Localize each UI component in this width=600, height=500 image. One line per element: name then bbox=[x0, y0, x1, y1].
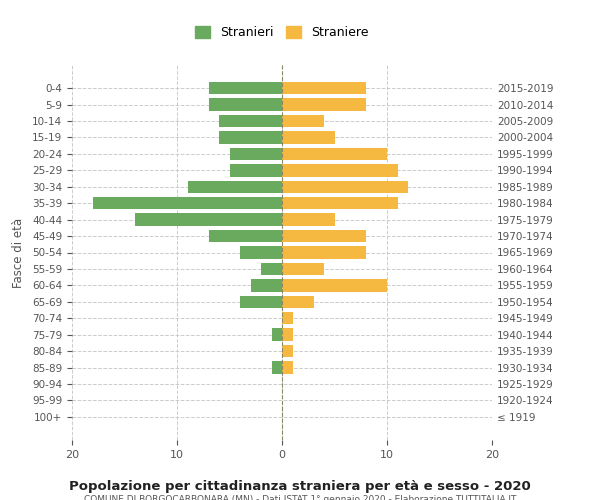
Bar bbox=[282, 132, 335, 143]
Bar bbox=[282, 296, 314, 308]
Bar bbox=[271, 362, 282, 374]
Bar bbox=[282, 312, 293, 324]
Bar bbox=[240, 296, 282, 308]
Bar bbox=[282, 214, 335, 226]
Bar bbox=[93, 197, 282, 209]
Bar bbox=[229, 148, 282, 160]
Bar bbox=[282, 328, 293, 341]
Bar bbox=[282, 246, 366, 258]
Bar bbox=[209, 82, 282, 94]
Bar bbox=[209, 230, 282, 242]
Bar bbox=[282, 345, 293, 357]
Bar bbox=[282, 148, 387, 160]
Bar bbox=[282, 362, 293, 374]
Legend: Stranieri, Straniere: Stranieri, Straniere bbox=[191, 22, 373, 43]
Bar bbox=[271, 328, 282, 341]
Bar bbox=[251, 279, 282, 291]
Bar bbox=[135, 214, 282, 226]
Bar bbox=[282, 279, 387, 291]
Bar bbox=[209, 98, 282, 111]
Bar bbox=[282, 82, 366, 94]
Bar bbox=[219, 115, 282, 127]
Bar bbox=[229, 164, 282, 176]
Bar bbox=[282, 115, 324, 127]
Bar bbox=[282, 263, 324, 275]
Bar bbox=[282, 230, 366, 242]
Bar bbox=[282, 164, 398, 176]
Bar bbox=[282, 197, 398, 209]
Text: Popolazione per cittadinanza straniera per età e sesso - 2020: Popolazione per cittadinanza straniera p… bbox=[69, 480, 531, 493]
Bar bbox=[261, 263, 282, 275]
Bar bbox=[282, 98, 366, 111]
Text: COMUNE DI BORGOCARBONARA (MN) - Dati ISTAT 1° gennaio 2020 - Elaborazione TUTTIT: COMUNE DI BORGOCARBONARA (MN) - Dati IST… bbox=[84, 495, 516, 500]
Y-axis label: Fasce di età: Fasce di età bbox=[12, 218, 25, 288]
Bar bbox=[187, 180, 282, 193]
Bar bbox=[240, 246, 282, 258]
Bar bbox=[282, 180, 408, 193]
Bar bbox=[219, 132, 282, 143]
